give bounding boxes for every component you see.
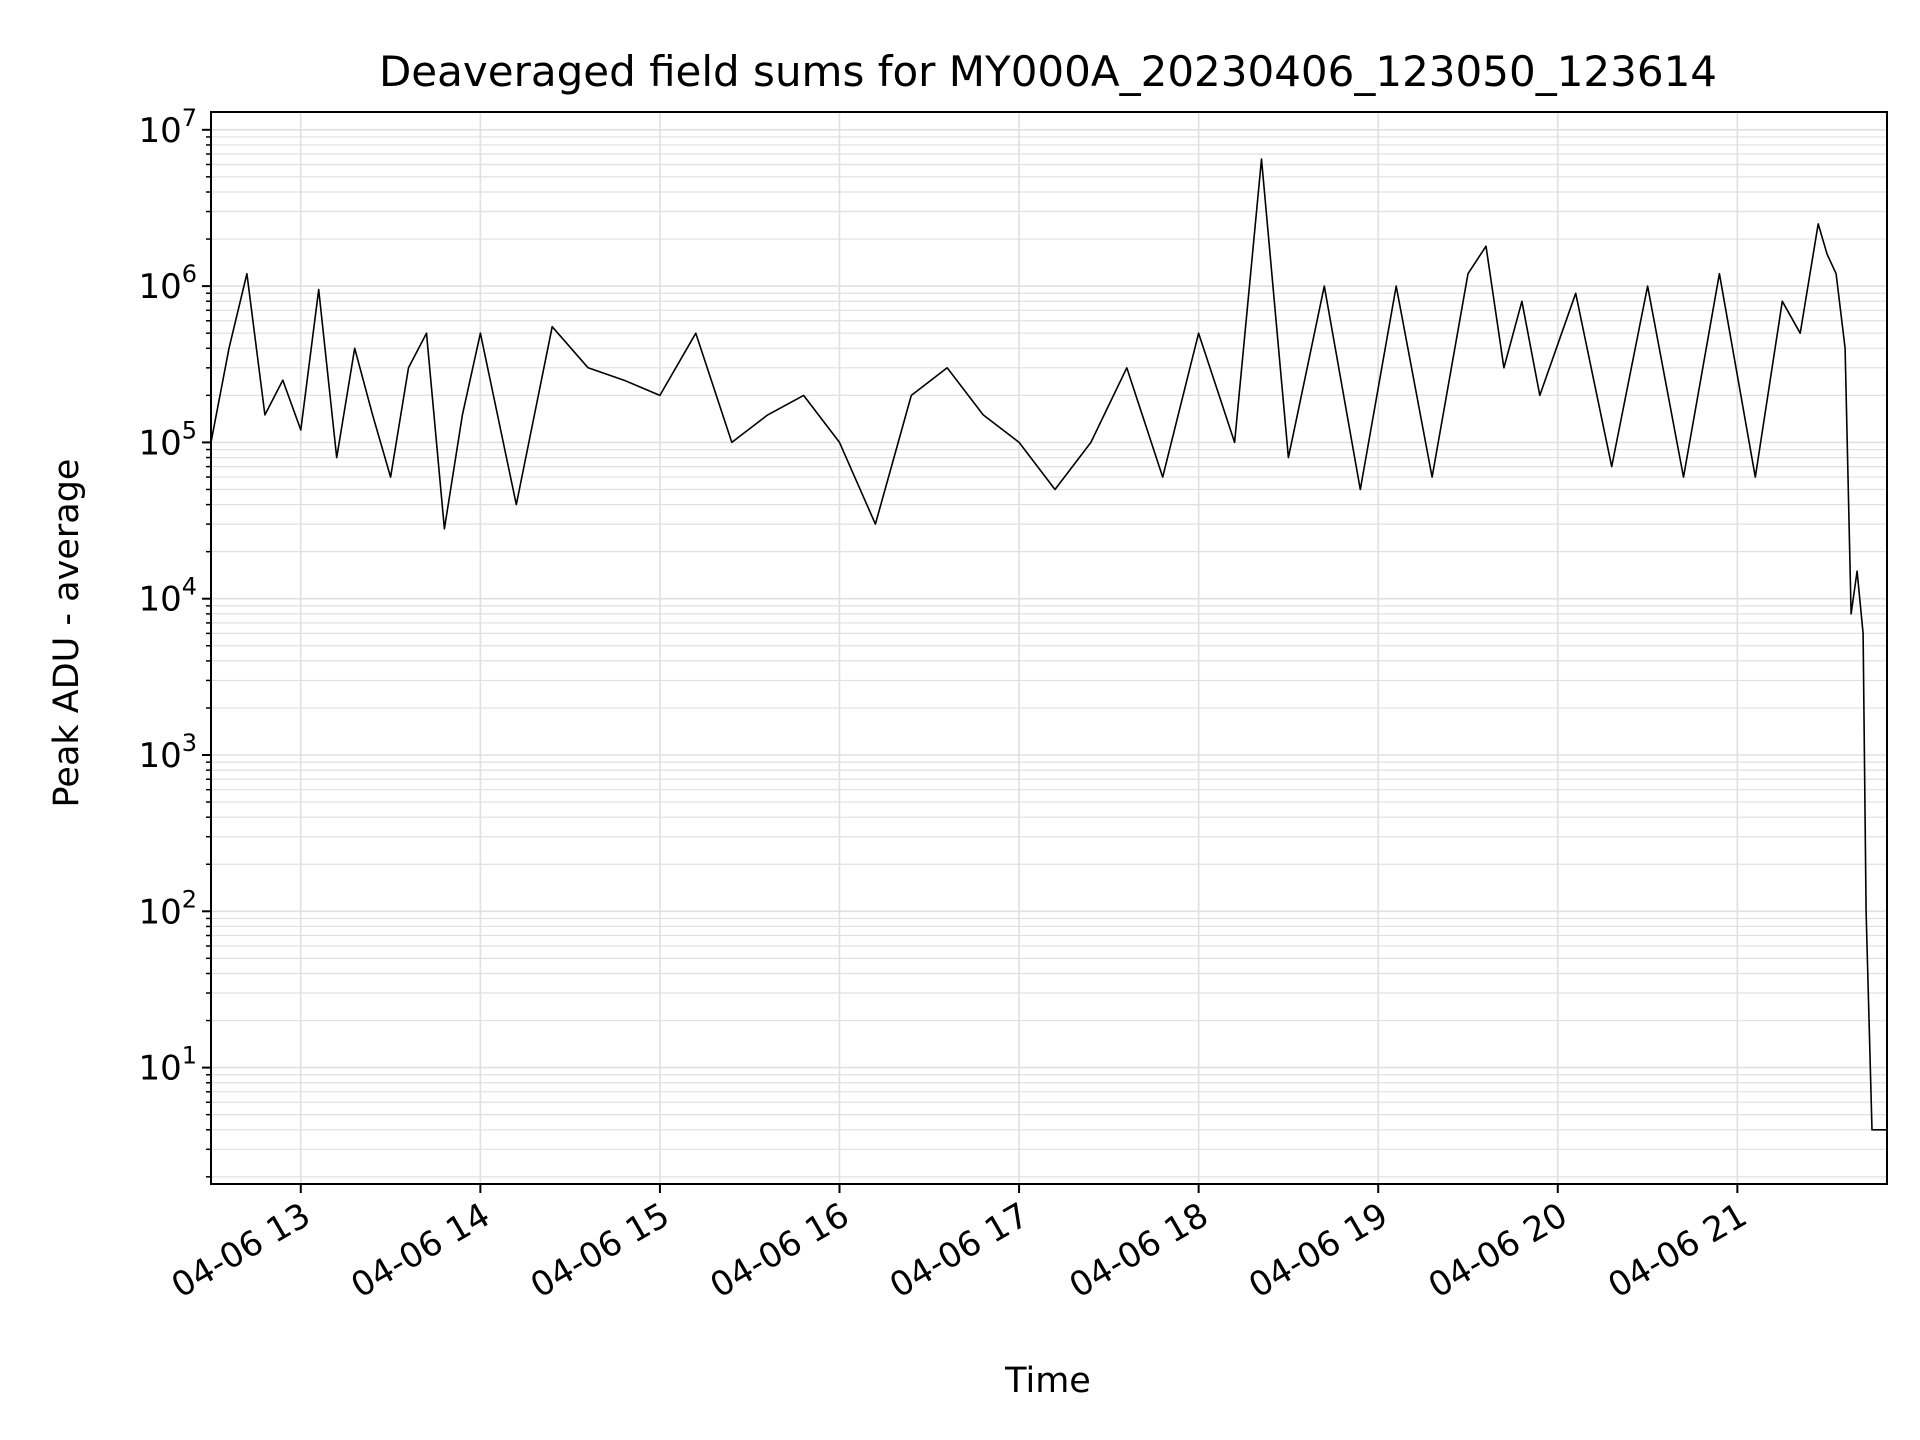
x-axis-title: Time	[1004, 1361, 1091, 1401]
y-tick-label: 101	[138, 1042, 197, 1089]
y-axis-title: Peak ADU - average	[47, 459, 87, 808]
grid-lines	[211, 112, 1887, 1184]
y-tick-label: 103	[138, 729, 197, 776]
y-tick-label: 102	[138, 885, 197, 932]
series-group	[210, 158, 1887, 1131]
plot-area-frame	[210, 111, 1888, 1185]
y-tick-label: 106	[138, 260, 197, 307]
y-tick-label: 105	[138, 416, 197, 463]
series-line	[210, 158, 1887, 1131]
chart-title: Deaveraged field sums for MY000A_2023040…	[379, 47, 1717, 96]
y-tick-label: 107	[138, 104, 197, 151]
y-tick-label: 104	[138, 573, 197, 620]
